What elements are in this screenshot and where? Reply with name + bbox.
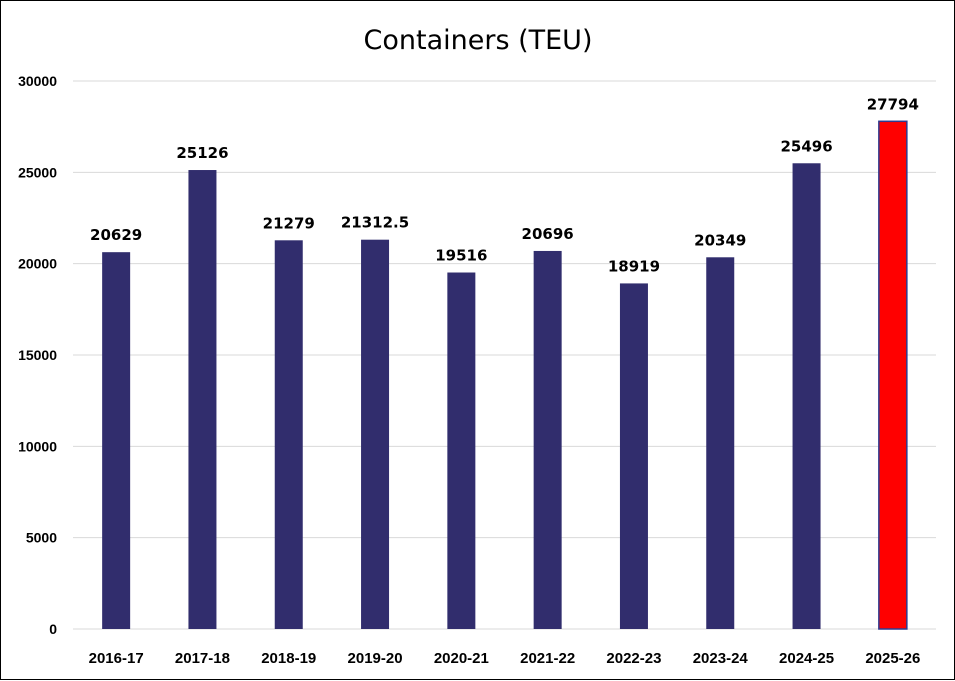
x-tick-label: 2021-22 (520, 650, 575, 667)
x-tick-label: 2022-23 (606, 650, 661, 667)
x-tick-label: 2025-26 (865, 650, 920, 667)
bar (188, 170, 217, 629)
data-label: 21279 (263, 214, 315, 232)
x-tick-label: 2023-24 (693, 650, 749, 667)
x-axis-ticks: 2016-17 2017-18 2018-19 2019-20 2020-21 2021-… (89, 650, 921, 667)
x-tick-label: 2020-21 (434, 650, 489, 667)
bar (792, 163, 821, 629)
data-labels: 20629 25126 21279 21312.5 19516 20696 18919 203… (90, 95, 919, 275)
y-axis-ticks: 0 5000 10000 15000 20000 25000 30000 (18, 73, 57, 637)
bar (447, 272, 476, 629)
bar (274, 240, 303, 630)
data-label: 18919 (608, 257, 660, 275)
y-tick-label: 20000 (18, 256, 57, 272)
bar (361, 239, 390, 630)
data-label: 25496 (780, 137, 832, 155)
x-tick-label: 2024-25 (779, 650, 834, 667)
x-tick-label: 2017-18 (175, 650, 230, 667)
y-tick-label: 0 (49, 621, 57, 637)
chart-title: Containers (TEU) (364, 25, 593, 56)
bar (619, 283, 648, 629)
gridlines (73, 80, 936, 630)
bar (102, 252, 131, 629)
y-tick-label: 10000 (18, 438, 57, 454)
y-tick-label: 5000 (26, 530, 57, 546)
data-label: 20349 (694, 231, 746, 249)
data-label: 25126 (176, 144, 228, 162)
data-label: 21312.5 (341, 214, 409, 232)
y-tick-label: 30000 (18, 73, 57, 89)
data-label: 20696 (522, 225, 574, 243)
bar (533, 250, 562, 629)
data-label: 19516 (435, 247, 487, 265)
bar (878, 120, 908, 630)
x-tick-label: 2018-19 (261, 650, 316, 667)
y-tick-label: 25000 (18, 164, 57, 180)
x-tick-label: 2016-17 (89, 650, 144, 667)
data-label: 20629 (90, 226, 142, 244)
x-tick-label: 2019-20 (348, 650, 403, 667)
bar (706, 257, 735, 629)
bars (102, 120, 908, 630)
data-label: 27794 (867, 95, 919, 113)
y-tick-label: 15000 (18, 347, 57, 363)
